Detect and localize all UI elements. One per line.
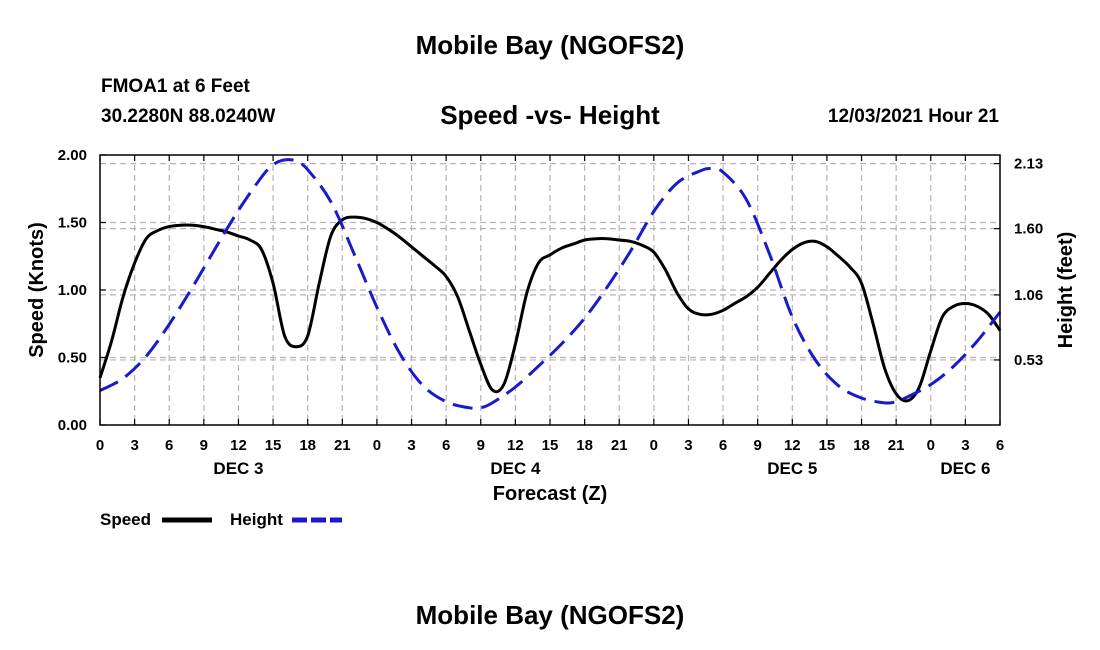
speed-series-line [98, 215, 1002, 403]
x-tick-label: 0 [373, 437, 381, 454]
x-tick-label: 21 [334, 437, 351, 454]
x-tick-label: 6 [165, 437, 173, 454]
x-tick-label: 18 [576, 437, 593, 454]
y-axis-title: Speed (Knots) [26, 222, 48, 358]
chart-grid [100, 155, 1000, 425]
x-tick-label: 21 [611, 437, 628, 454]
forecast-run-time: 12/03/2021 Hour 21 [827, 106, 999, 127]
station-coordinates: 30.2280N 88.0240W [101, 106, 276, 127]
chart-series [98, 158, 1002, 410]
x-tick-label: 3 [961, 437, 969, 454]
height-series-line [99, 158, 1002, 410]
chart-legend: Speed Height [100, 510, 342, 529]
y2-tick-label: 1.06 [1014, 287, 1043, 304]
x-tick-label: 9 [200, 437, 208, 454]
day-label: DEC 4 [490, 459, 541, 478]
x-tick-label: 6 [442, 437, 450, 454]
x-tick-label: 3 [130, 437, 138, 454]
x-tick-label: 12 [507, 437, 524, 454]
y-tick-label: 1.50 [58, 215, 87, 232]
day-label: DEC 5 [767, 459, 817, 478]
x-tick-label: 18 [299, 437, 316, 454]
x-tick-label: 6 [719, 437, 727, 454]
y2-tick-label: 0.53 [1014, 352, 1043, 369]
y-tick-label: 0.50 [58, 350, 87, 367]
y2-tick-label: 1.60 [1014, 221, 1043, 238]
x-tick-label: 15 [265, 437, 282, 454]
day-label: DEC 3 [213, 459, 263, 478]
x-tick-label: 12 [784, 437, 801, 454]
x-tick-label: 9 [754, 437, 762, 454]
x-axis-title: Forecast (Z) [493, 483, 607, 505]
x-tick-label: 15 [542, 437, 559, 454]
station-label: FMOA1 at 6 Feet [101, 76, 250, 97]
x-tick-label: 21 [888, 437, 905, 454]
x-tick-label: 0 [650, 437, 658, 454]
y-tick-label: 2.00 [58, 147, 87, 164]
footer-title: Mobile Bay (NGOFS2) [415, 600, 685, 630]
x-tick-label: 0 [96, 437, 104, 454]
x-tick-label: 3 [407, 437, 415, 454]
x-tick-label: 9 [477, 437, 485, 454]
y2-axis-title: Height (feet) [1055, 232, 1077, 349]
x-tick-label: 3 [684, 437, 692, 454]
chart-axes: 0 3 6 9 12 15 18 21 0 3 6 9 12 15 18 21 0 3 6 9 12 15 18 21 0 3 6D… [26, 147, 1077, 505]
x-tick-label: 6 [996, 437, 1004, 454]
x-tick-label: 12 [230, 437, 247, 454]
legend-speed-label: Speed [100, 510, 151, 529]
y2-tick-label: 2.13 [1014, 156, 1043, 173]
page-title: Mobile Bay (NGOFS2) [415, 30, 685, 60]
x-tick-label: 15 [819, 437, 836, 454]
y-tick-label: 1.00 [58, 282, 87, 299]
chart-title: Speed -vs- Height [440, 100, 660, 130]
speed-height-chart: 0 3 6 9 12 15 18 21 0 3 6 9 12 15 18 21 0 3 6 9 12 15 18 21 0 3 6D… [26, 147, 1077, 529]
x-tick-label: 18 [853, 437, 870, 454]
x-tick-label: 0 [927, 437, 935, 454]
y-tick-label: 0.00 [58, 417, 87, 434]
legend-height-label: Height [230, 510, 283, 529]
day-label: DEC 6 [940, 459, 990, 478]
